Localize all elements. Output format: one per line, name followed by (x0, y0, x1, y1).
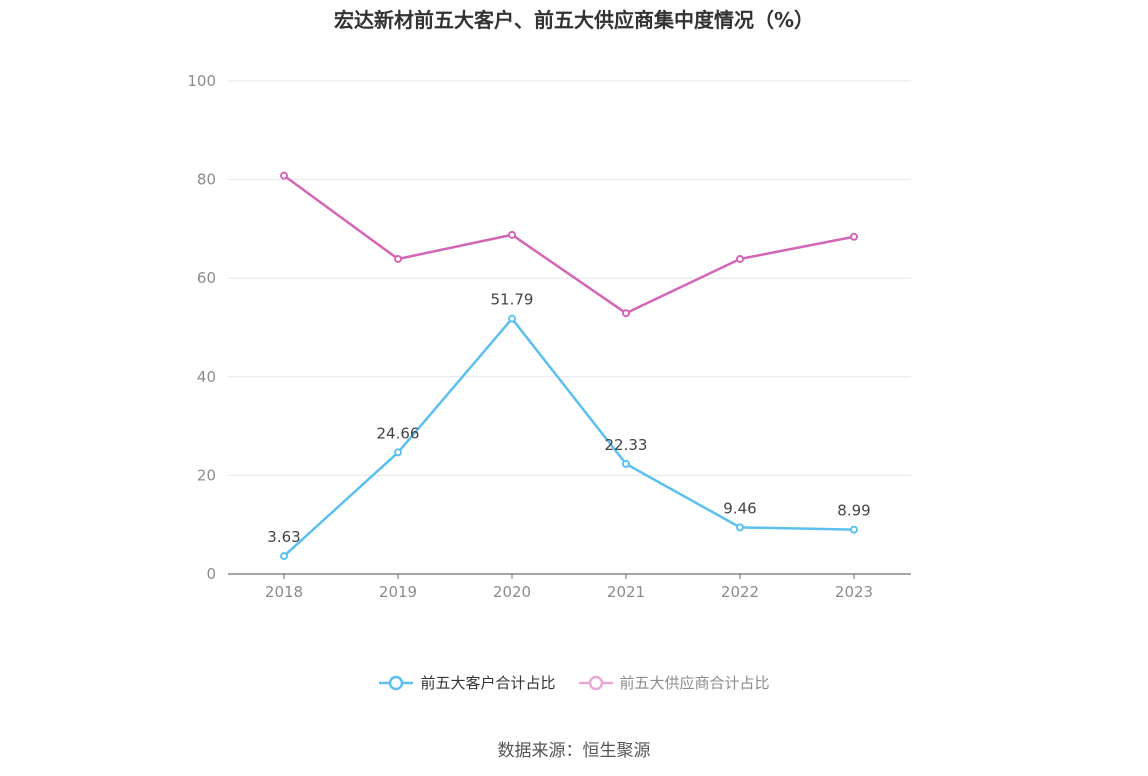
legend-supplier-marker-icon (578, 675, 613, 690)
x-tick-label: 2022 (721, 583, 759, 601)
grid-lines (228, 80, 911, 476)
data-point-supplier (508, 230, 516, 239)
data-point-customer (280, 552, 288, 561)
data-label-customer: 9.46 (723, 499, 756, 517)
data-point-customer (394, 448, 402, 457)
chart-title: 宏达新材前五大客户、前五大供应商集中度情况（%） (333, 8, 815, 32)
x-tick-label: 2020 (493, 583, 531, 601)
y-tick-label: 100 (187, 72, 216, 90)
legend-supplier-label: 前五大供应商合计占比 (619, 674, 770, 692)
data-point-customer (508, 314, 516, 323)
legend-item-supplier[interactable]: 前五大供应商合计占比 (578, 672, 770, 693)
data-point-supplier (736, 254, 744, 263)
x-tick-label: 2019 (379, 583, 417, 601)
data-label-customer: 51.79 (491, 291, 534, 309)
data-point-customer (850, 525, 858, 534)
data-label-customer: 3.63 (267, 528, 300, 546)
data-point-supplier (280, 171, 288, 180)
y-tick-label: 60 (197, 269, 216, 287)
data-point-customer (736, 523, 744, 532)
y-tick-label: 0 (206, 565, 216, 583)
x-tick-label: 2018 (265, 583, 303, 601)
series-line-supplier (283, 174, 855, 315)
data-point-customer (622, 459, 630, 468)
legend: 前五大客户合计占比 前五大供应商合计占比 (0, 672, 1148, 693)
data-label-customer: 24.66 (377, 424, 420, 442)
data-label-customer: 8.99 (837, 502, 870, 520)
x-tick-label: 2023 (835, 583, 873, 601)
y-tick-label: 40 (197, 368, 216, 386)
data-labels: 3.63 24.66 51.79 22.33 9.46 8.99 (267, 291, 870, 546)
y-tick-label: 80 (197, 171, 216, 189)
data-source: 数据来源：恒生聚源 (497, 741, 651, 761)
data-point-supplier (394, 254, 402, 263)
series-line-customer (283, 317, 855, 558)
legend-item-customer[interactable]: 前五大客户合计占比 (378, 672, 556, 693)
axes: 0 20 40 60 80 100 2018 2019 2020 2021 2022 2023 (187, 72, 911, 601)
legend-customer-marker-icon (379, 675, 414, 690)
data-point-supplier (850, 232, 858, 241)
data-point-supplier (622, 309, 630, 318)
series-lines (280, 171, 858, 561)
x-tick-label: 2021 (607, 583, 645, 601)
y-tick-label: 20 (197, 466, 216, 484)
legend-customer-label: 前五大客户合计占比 (420, 674, 556, 692)
data-label-customer: 22.33 (605, 436, 648, 454)
